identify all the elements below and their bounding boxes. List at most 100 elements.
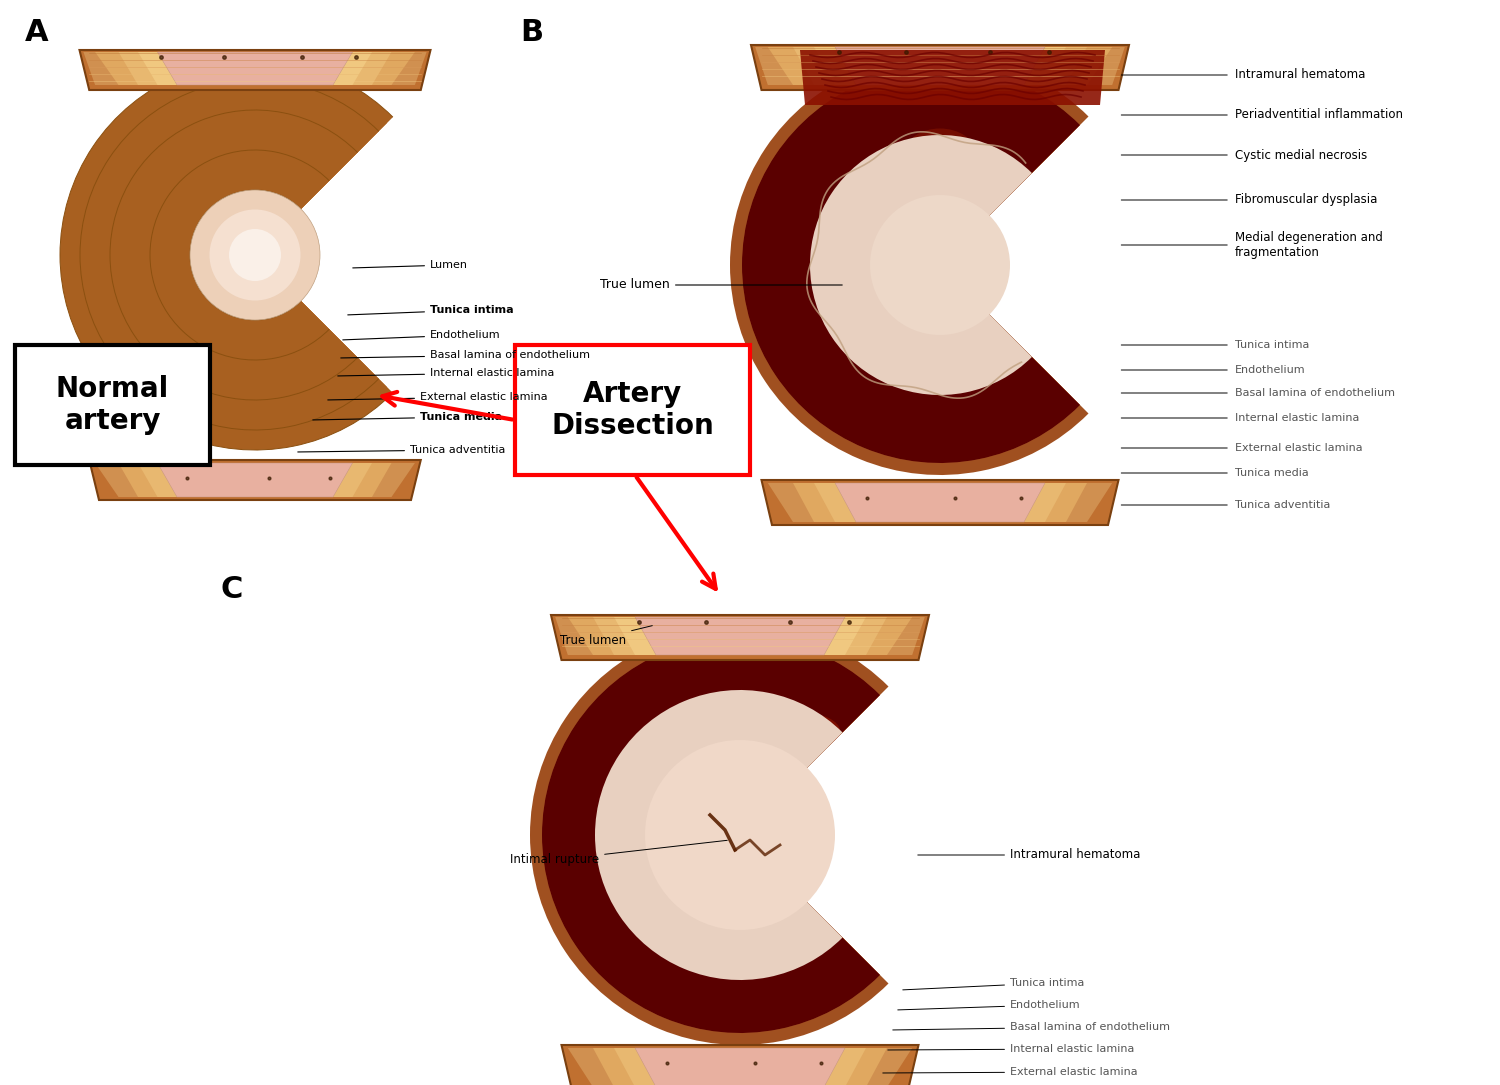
Polygon shape bbox=[592, 617, 886, 655]
Polygon shape bbox=[138, 52, 372, 85]
Ellipse shape bbox=[818, 283, 867, 318]
Polygon shape bbox=[550, 615, 928, 660]
Polygon shape bbox=[118, 52, 392, 85]
Text: True lumen: True lumen bbox=[560, 626, 652, 647]
Polygon shape bbox=[94, 52, 416, 85]
Text: Endothelium: Endothelium bbox=[898, 1000, 1080, 1010]
Text: Cystic medial necrosis: Cystic medial necrosis bbox=[1234, 149, 1368, 162]
Ellipse shape bbox=[753, 934, 808, 961]
Text: A: A bbox=[26, 18, 48, 47]
Polygon shape bbox=[592, 1048, 886, 1085]
Ellipse shape bbox=[926, 374, 956, 396]
Ellipse shape bbox=[822, 244, 882, 286]
Polygon shape bbox=[815, 47, 1066, 85]
Wedge shape bbox=[596, 690, 843, 980]
Polygon shape bbox=[614, 1048, 866, 1085]
Wedge shape bbox=[742, 67, 1080, 463]
Text: Endothelium: Endothelium bbox=[344, 330, 501, 340]
Text: Tunica intima: Tunica intima bbox=[348, 305, 513, 315]
Polygon shape bbox=[815, 483, 1066, 522]
Wedge shape bbox=[110, 110, 357, 400]
Text: Internal elastic lamina: Internal elastic lamina bbox=[888, 1044, 1134, 1054]
Wedge shape bbox=[821, 145, 1025, 385]
Circle shape bbox=[870, 195, 1010, 335]
Wedge shape bbox=[840, 165, 1011, 365]
Text: Internal elastic lamina: Internal elastic lamina bbox=[338, 368, 555, 378]
Text: Tunica adventitia: Tunica adventitia bbox=[1234, 500, 1330, 510]
Ellipse shape bbox=[657, 735, 726, 767]
Ellipse shape bbox=[666, 907, 717, 932]
Polygon shape bbox=[768, 483, 1112, 522]
Text: Intimal rupture: Intimal rupture bbox=[510, 840, 728, 867]
Text: External elastic lamina: External elastic lamina bbox=[1234, 443, 1362, 454]
Text: Normal
artery: Normal artery bbox=[56, 374, 170, 435]
Wedge shape bbox=[124, 125, 346, 385]
Circle shape bbox=[210, 209, 300, 301]
Wedge shape bbox=[570, 665, 860, 1005]
Text: Basal lamina of endothelium: Basal lamina of endothelium bbox=[1234, 388, 1395, 398]
Text: B: B bbox=[520, 18, 543, 47]
Text: Tunica adventitia: Tunica adventitia bbox=[298, 445, 506, 455]
Ellipse shape bbox=[864, 163, 919, 202]
Wedge shape bbox=[800, 125, 1040, 405]
Text: Basal lamina of endothelium: Basal lamina of endothelium bbox=[892, 1022, 1170, 1032]
Polygon shape bbox=[762, 480, 1119, 525]
Wedge shape bbox=[742, 67, 1080, 463]
Polygon shape bbox=[90, 460, 420, 500]
Polygon shape bbox=[754, 47, 1125, 85]
Polygon shape bbox=[768, 47, 1112, 85]
Wedge shape bbox=[140, 140, 336, 370]
Wedge shape bbox=[615, 710, 828, 960]
Circle shape bbox=[230, 229, 280, 281]
Text: Tunica media: Tunica media bbox=[1234, 468, 1308, 478]
Wedge shape bbox=[600, 695, 838, 975]
Text: Artery
Dissection: Artery Dissection bbox=[550, 380, 714, 441]
Ellipse shape bbox=[904, 329, 948, 359]
Wedge shape bbox=[94, 95, 368, 414]
Wedge shape bbox=[542, 637, 880, 1033]
Polygon shape bbox=[561, 1045, 918, 1085]
FancyBboxPatch shape bbox=[15, 345, 210, 465]
Circle shape bbox=[645, 740, 836, 930]
Text: Intramural hematoma: Intramural hematoma bbox=[918, 848, 1140, 861]
Polygon shape bbox=[568, 617, 912, 655]
Ellipse shape bbox=[849, 209, 892, 241]
Polygon shape bbox=[752, 44, 1130, 90]
Text: Periadventitial inflammation: Periadventitial inflammation bbox=[1234, 108, 1403, 122]
Wedge shape bbox=[645, 740, 807, 930]
Polygon shape bbox=[800, 50, 1106, 105]
Wedge shape bbox=[542, 637, 880, 1033]
Wedge shape bbox=[154, 155, 326, 355]
Wedge shape bbox=[620, 715, 825, 955]
Polygon shape bbox=[568, 1048, 912, 1085]
Wedge shape bbox=[190, 190, 302, 320]
Ellipse shape bbox=[615, 805, 658, 828]
Ellipse shape bbox=[874, 335, 910, 360]
Wedge shape bbox=[60, 60, 393, 450]
Wedge shape bbox=[784, 110, 1050, 420]
Wedge shape bbox=[660, 755, 796, 915]
Polygon shape bbox=[158, 52, 352, 85]
Polygon shape bbox=[555, 617, 926, 655]
Text: Medial degeneration and
fragmentation: Medial degeneration and fragmentation bbox=[1234, 231, 1383, 259]
Polygon shape bbox=[836, 483, 1046, 522]
Polygon shape bbox=[94, 463, 416, 497]
Polygon shape bbox=[794, 47, 1088, 85]
Text: Basal lamina of endothelium: Basal lamina of endothelium bbox=[340, 350, 590, 360]
Polygon shape bbox=[84, 52, 426, 85]
Text: True lumen: True lumen bbox=[600, 279, 842, 292]
Wedge shape bbox=[859, 186, 996, 345]
Text: External elastic lamina: External elastic lamina bbox=[884, 1067, 1137, 1077]
Wedge shape bbox=[170, 170, 315, 340]
Wedge shape bbox=[870, 195, 990, 335]
Wedge shape bbox=[754, 80, 1071, 450]
Polygon shape bbox=[634, 617, 844, 655]
Wedge shape bbox=[530, 625, 888, 1045]
Text: Internal elastic lamina: Internal elastic lamina bbox=[1234, 413, 1359, 423]
Ellipse shape bbox=[720, 930, 760, 949]
FancyBboxPatch shape bbox=[514, 345, 750, 475]
Wedge shape bbox=[68, 68, 387, 442]
Text: Tunica intima: Tunica intima bbox=[903, 978, 1084, 990]
Ellipse shape bbox=[834, 323, 874, 350]
Polygon shape bbox=[138, 463, 372, 497]
